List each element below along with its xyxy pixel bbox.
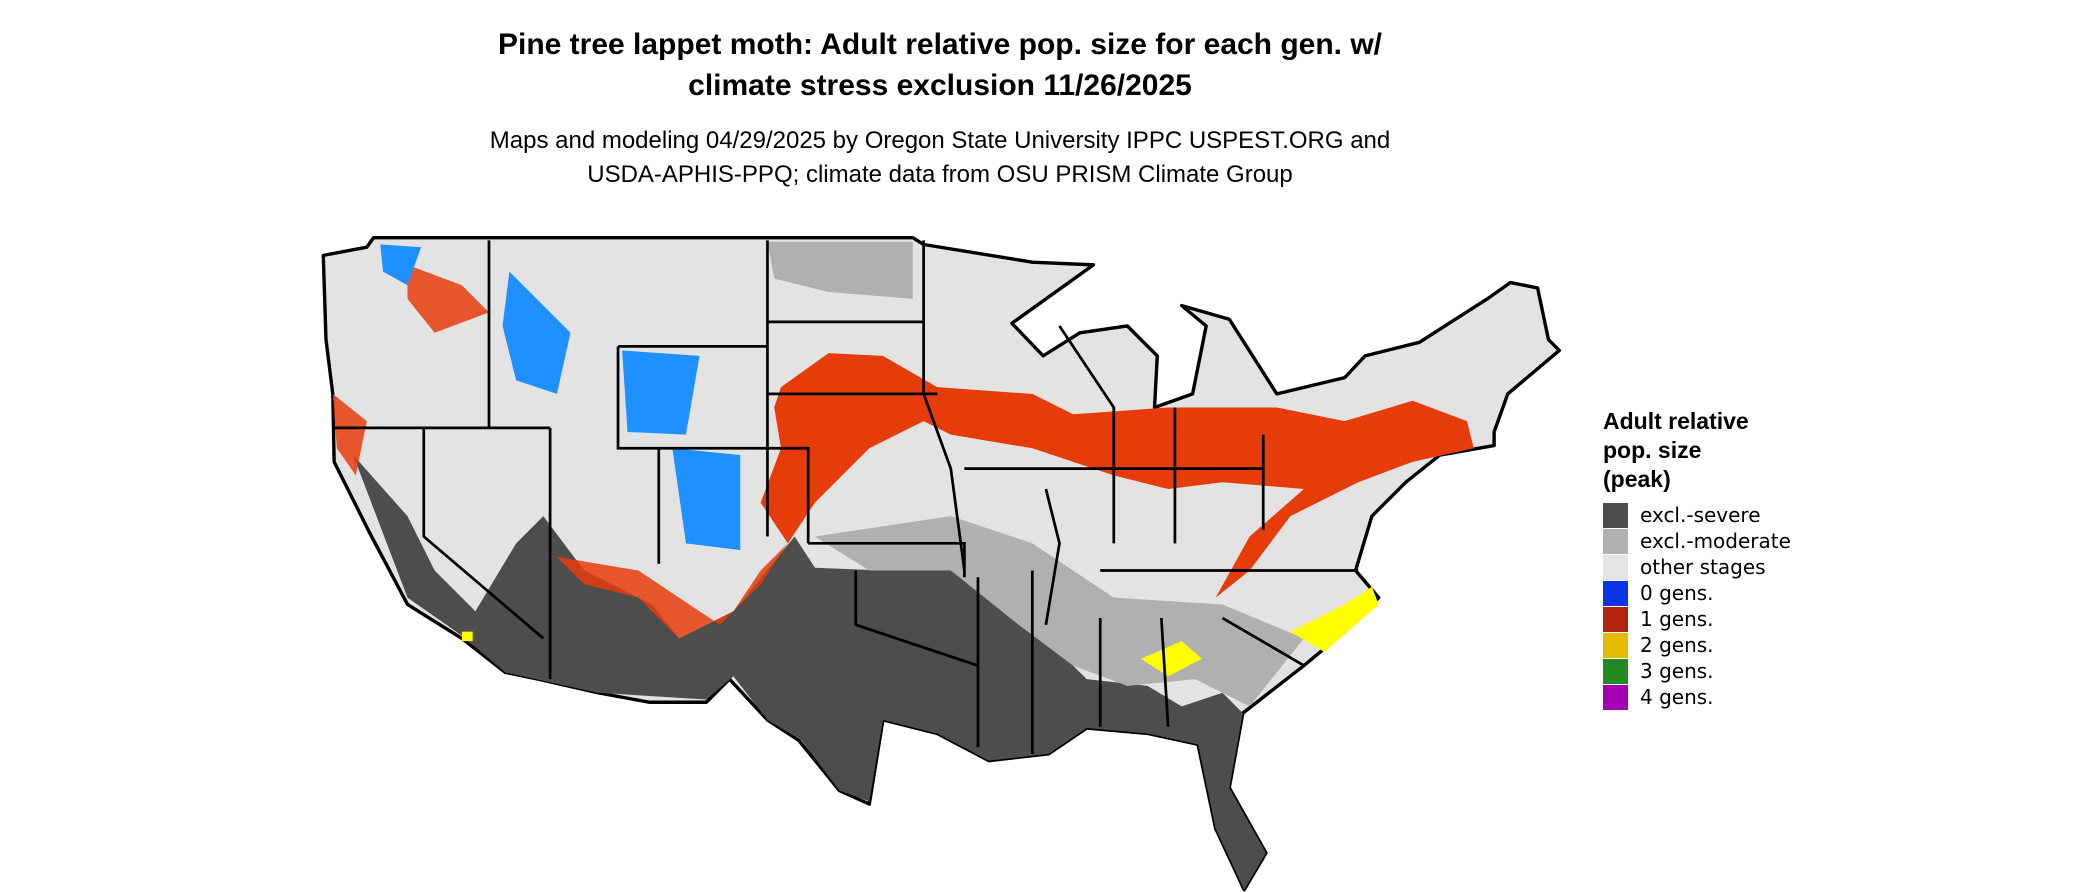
region-1gen <box>760 353 1474 598</box>
legend-title-line: (peak) <box>1603 466 1671 492</box>
legend-swatch <box>1603 528 1628 554</box>
legend-label: 2 gens. <box>1640 633 1714 657</box>
us-map <box>321 236 1562 892</box>
legend-item: excl.-severe <box>1603 502 1823 528</box>
legend-item: 4 gens. <box>1603 684 1823 710</box>
legend-title-line: pop. size <box>1603 437 1702 463</box>
state-borders <box>332 240 1359 754</box>
legend-title: Adult relative pop. size (peak) <box>1603 407 1823 494</box>
legend-item: 2 gens. <box>1603 632 1823 658</box>
legend-swatch <box>1603 658 1628 684</box>
legend-item: excl.-moderate <box>1603 528 1823 554</box>
legend-item: other stages <box>1603 554 1823 580</box>
region-0gen <box>380 244 741 551</box>
region-severe <box>353 455 1266 890</box>
legend-swatch <box>1603 554 1628 580</box>
title-line: climate stress exclusion 11/26/2025 <box>688 69 1192 102</box>
subtitle: Maps and modeling 04/29/2025 by Oregon S… <box>0 124 1880 192</box>
legend-swatch <box>1603 502 1628 528</box>
legend-item: 0 gens. <box>1603 580 1823 606</box>
legend: Adult relative pop. size (peak) excl.-se… <box>1603 407 1823 710</box>
legend-item: 1 gens. <box>1603 606 1823 632</box>
legend-label: excl.-moderate <box>1640 529 1791 553</box>
legend-label: other stages <box>1640 555 1766 579</box>
subtitle-line: Maps and modeling 04/29/2025 by Oregon S… <box>489 127 1391 154</box>
title: Pine tree lappet moth: Adult relative po… <box>0 24 1880 106</box>
legend-label: 0 gens. <box>1640 581 1714 605</box>
legend-swatch <box>1603 632 1628 658</box>
title-line: Pine tree lappet moth: Adult relative po… <box>497 28 1383 61</box>
legend-swatch <box>1603 606 1628 632</box>
subtitle-line: USDA-APHIS-PPQ; climate data from OSU PR… <box>587 161 1293 188</box>
legend-label: 1 gens. <box>1640 607 1714 631</box>
state-border <box>332 240 1359 754</box>
legend-swatch <box>1603 580 1628 606</box>
legend-label: 3 gens. <box>1640 659 1714 683</box>
legend-label: excl.-severe <box>1640 503 1761 527</box>
legend-title-line: Adult relative <box>1603 408 1749 434</box>
legend-items: excl.-severe excl.-moderate other stages 0 … <box>1603 502 1823 710</box>
region-1gen-west <box>332 264 788 639</box>
legend-label: 4 gens. <box>1640 685 1714 709</box>
legend-swatch <box>1603 684 1628 710</box>
region-moderate <box>767 241 1304 707</box>
legend-item: 3 gens. <box>1603 658 1823 684</box>
